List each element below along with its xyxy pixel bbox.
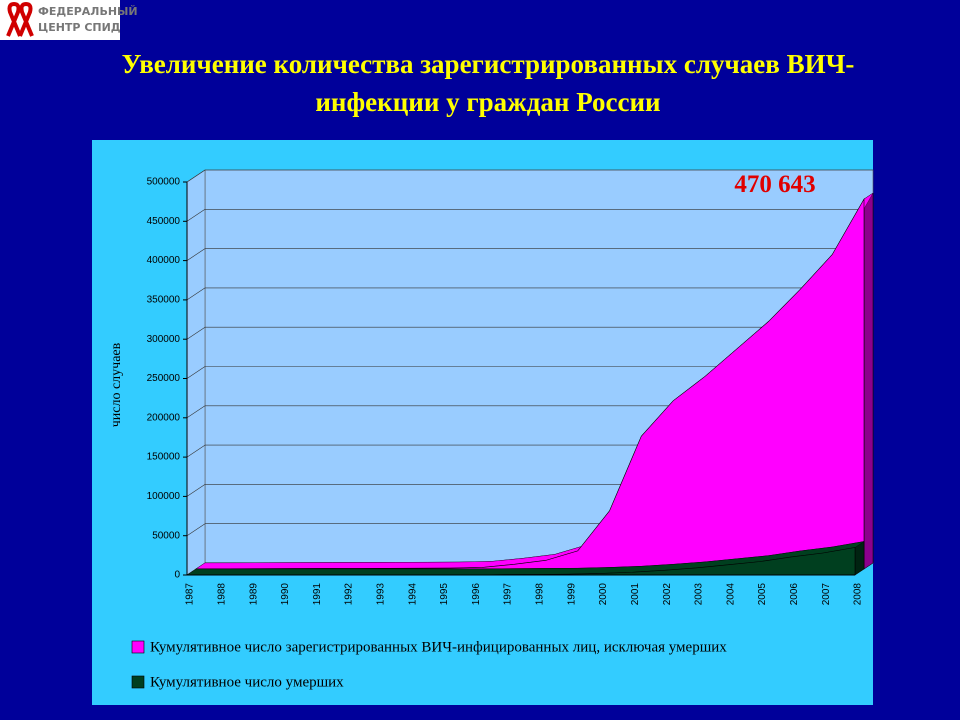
x-tick-label: 2001: [630, 583, 641, 606]
y-tick-label: 150000: [147, 452, 181, 463]
legend-label: Кумулятивное число умерших: [150, 674, 344, 690]
grid-line: [186, 326, 206, 340]
area: [195, 197, 865, 570]
y-tick-label: 400000: [147, 255, 181, 266]
x-tick-label: 1996: [471, 583, 482, 606]
grid-line: [186, 287, 206, 301]
x-tick-label: 2004: [725, 583, 736, 606]
x-tick-label: 2003: [694, 583, 705, 606]
legend-swatch: [131, 640, 145, 654]
grid-line: [186, 405, 206, 419]
grid-line: [186, 169, 206, 183]
grid-line: [186, 209, 206, 222]
x-tick-label: 2005: [757, 583, 768, 606]
x-tick-label: 1992: [344, 583, 355, 606]
legend-swatch: [131, 675, 145, 689]
x-tick-label: 2002: [662, 583, 673, 606]
x-tick-label: 1997: [503, 583, 514, 606]
x-tick-label: 1993: [375, 583, 386, 606]
x-tick-label: 1991: [312, 583, 323, 606]
x-tick-label: 2006: [789, 583, 800, 606]
x-tick-label: 1999: [566, 583, 577, 606]
grid-line: [186, 444, 206, 458]
grid-line: [186, 248, 206, 261]
x-tick-label: 1995: [439, 583, 450, 606]
logo-ribbon: [6, 1, 34, 37]
grid-line: [186, 484, 206, 497]
x-tick-label: 1990: [280, 583, 291, 606]
y-tick-label: 250000: [147, 373, 181, 384]
x-tick-label: 2007: [821, 583, 832, 606]
logo-text: ФЕДЕРАЛЬНЫЙ: [38, 5, 138, 18]
y-tick-label: 500000: [147, 177, 181, 188]
x-tick-label: 1989: [248, 583, 259, 606]
y-tick-label: 0: [174, 570, 180, 581]
x-tick-label: 1987: [185, 583, 196, 606]
y-tick-label: 50000: [152, 530, 180, 541]
y-tick-label: 100000: [147, 491, 181, 502]
x-tick-label: 1988: [216, 583, 227, 606]
x-tick-label: 2008: [853, 583, 864, 606]
y-tick-label: 350000: [147, 295, 181, 306]
y-tick-label: 450000: [147, 216, 181, 227]
logo-text: ЦЕНТР СПИД: [38, 21, 121, 34]
legend-label: Кумулятивное число зарегистрированных ВИ…: [150, 639, 727, 655]
y-axis-label: число случаев: [109, 342, 124, 427]
x-tick-label: 1998: [535, 583, 546, 606]
annotation: 470 643: [734, 171, 815, 198]
chart-title: инфекции у граждан России: [315, 87, 660, 117]
area-side: [863, 192, 874, 570]
x-tick-label: 1994: [407, 583, 418, 606]
grid-line: [186, 366, 206, 379]
y-tick-label: 200000: [147, 412, 181, 423]
grid-line: [186, 523, 206, 536]
x-tick-label: 2000: [598, 583, 609, 606]
chart-title: Увеличение количества зарегистрированных…: [122, 49, 855, 79]
y-tick-label: 300000: [147, 334, 181, 345]
